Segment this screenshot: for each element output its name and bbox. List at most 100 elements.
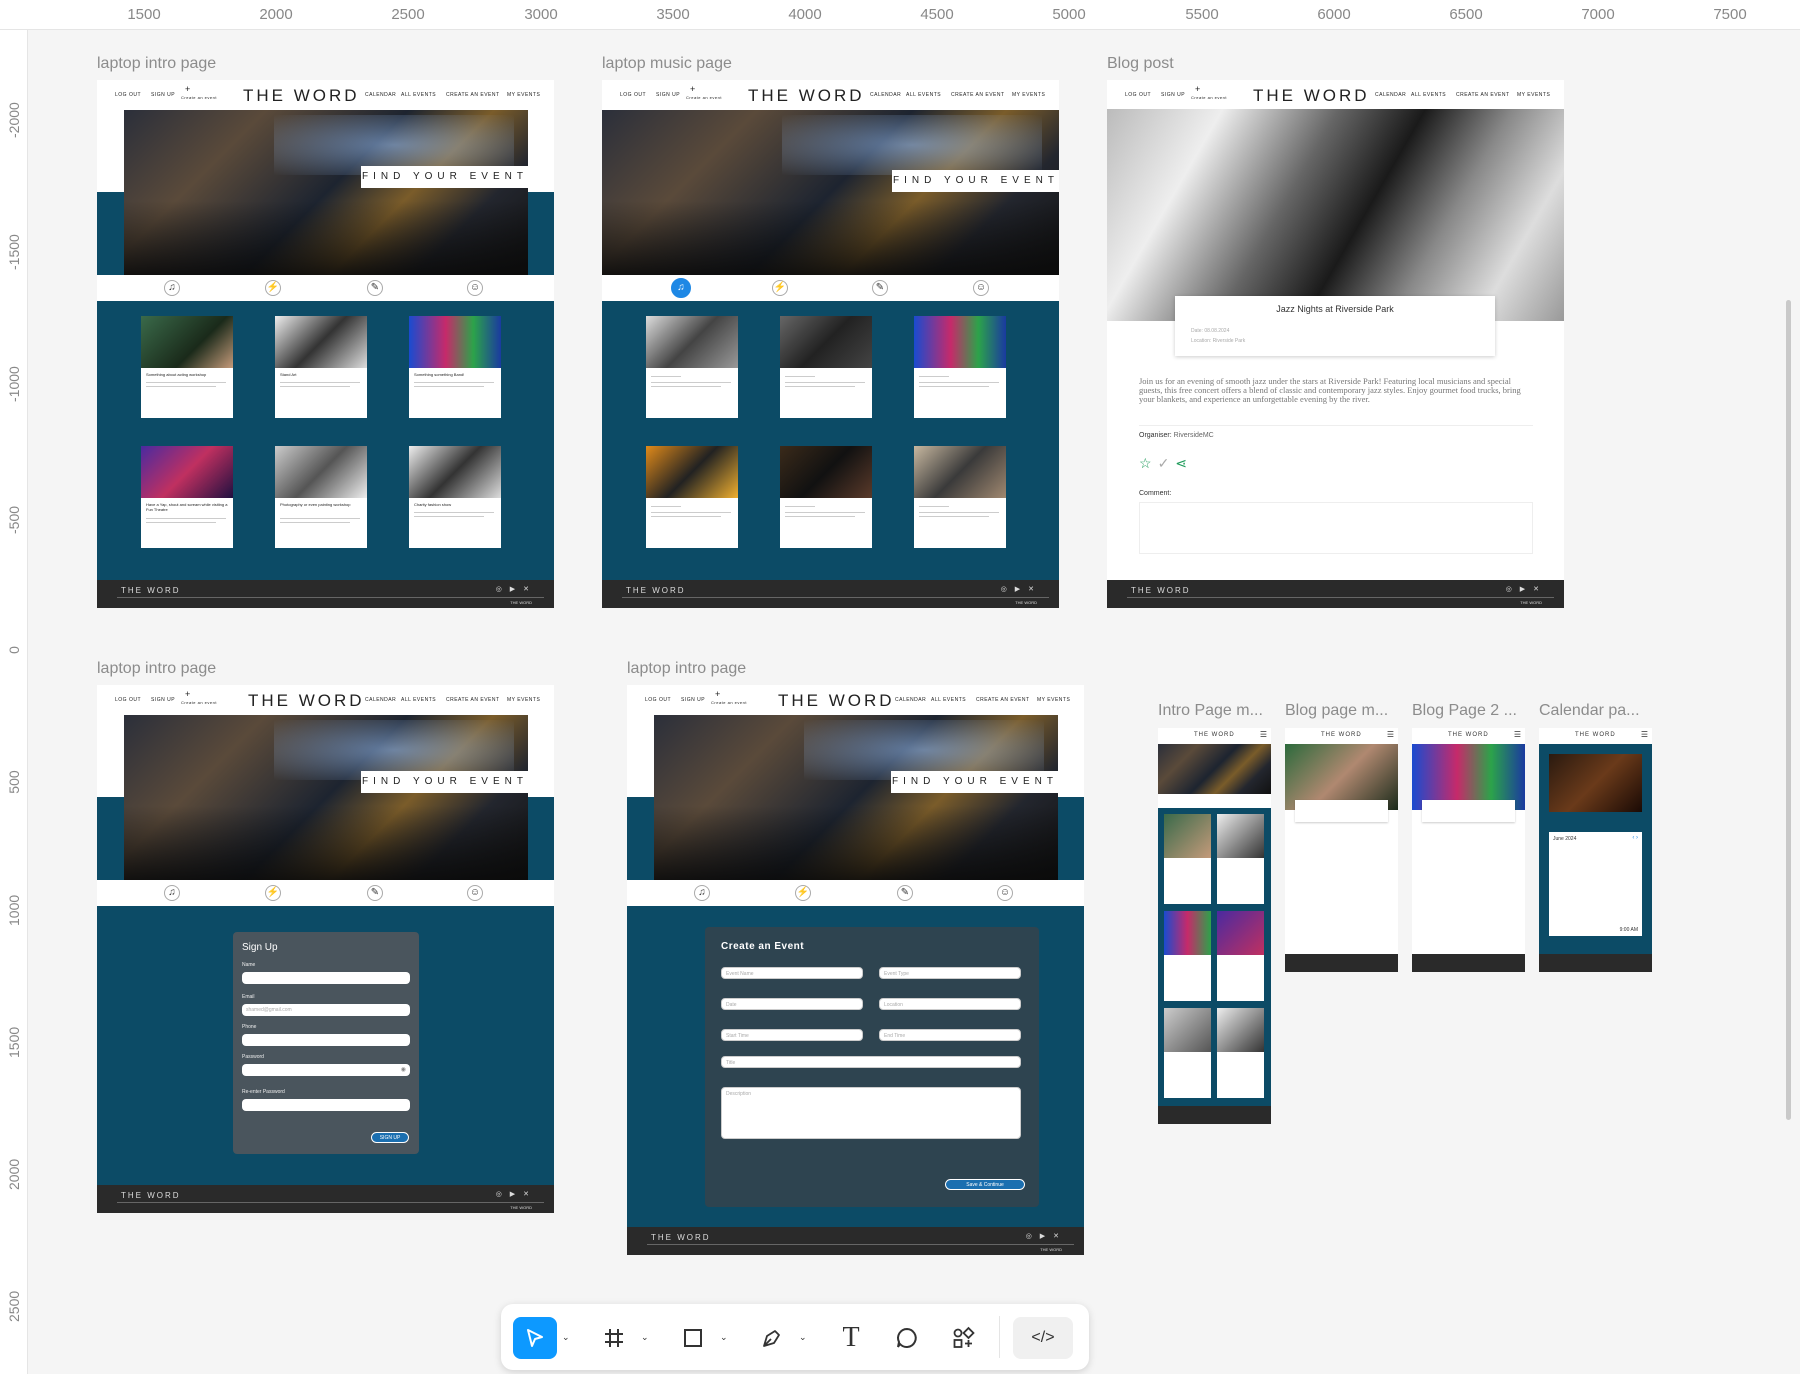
event-card[interactable] (780, 446, 872, 548)
nav-signup[interactable]: SIGN UP (681, 697, 706, 703)
chevron-down-icon[interactable]: ⌄ (562, 1332, 570, 1342)
frame-create-event[interactable]: LOG OUT SIGN UP + Create an event THE WO… (627, 685, 1084, 1255)
nav-all-events[interactable]: ALL EVENTS (401, 697, 437, 703)
calendar-time[interactable]: 9:00 AM (1619, 927, 1638, 933)
nav-calendar[interactable]: CALENDAR (365, 697, 397, 703)
end-time-input[interactable]: End Time (879, 1029, 1021, 1041)
hamburger-icon[interactable]: ☰ (1513, 730, 1521, 739)
frame-label[interactable]: Intro Page m... (1158, 702, 1263, 719)
nav-create-event[interactable]: CREATE AN EVENT (1456, 92, 1510, 98)
event-card[interactable]: Something about acting workshop (141, 316, 233, 418)
theatre-mask-icon[interactable]: ☺ (467, 885, 483, 901)
chevron-down-icon[interactable]: ⌄ (799, 1332, 807, 1342)
event-card[interactable] (1164, 814, 1211, 904)
frame-label[interactable]: Calendar pa... (1539, 702, 1640, 719)
brush-icon[interactable]: ✎ (872, 280, 888, 296)
event-card[interactable] (780, 316, 872, 418)
eye-icon[interactable]: ◉ (400, 1067, 406, 1073)
frame-mobile-blog-2[interactable]: THE WORD ☰ (1412, 728, 1525, 972)
hamburger-icon[interactable]: ☰ (1259, 730, 1267, 739)
event-card[interactable] (646, 316, 738, 418)
nav-calendar[interactable]: CALENDAR (870, 92, 902, 98)
event-card[interactable] (1164, 911, 1211, 1001)
password-input[interactable]: ◉ (242, 1064, 410, 1076)
rectangle-tool-button[interactable] (671, 1317, 715, 1359)
event-card[interactable] (914, 316, 1006, 418)
event-card[interactable] (1217, 814, 1264, 904)
nav-logout[interactable]: LOG OUT (115, 92, 142, 98)
nav-create-small[interactable]: Create an event (686, 95, 722, 100)
music-note-icon[interactable]: ♫ (164, 280, 180, 296)
email-input[interactable]: shamed@gmail.com (242, 1004, 410, 1016)
nav-create-event[interactable]: CREATE AN EVENT (976, 697, 1030, 703)
nav-signup[interactable]: SIGN UP (151, 92, 176, 98)
title-input[interactable]: Title (721, 1056, 1021, 1068)
find-event-button[interactable]: FIND YOUR EVENT (361, 771, 529, 793)
actions-tool-button[interactable] (941, 1317, 985, 1359)
nav-signup[interactable]: SIGN UP (1161, 92, 1186, 98)
nav-create-small[interactable]: Create an event (711, 700, 747, 705)
frame-label[interactable]: Blog page m... (1285, 702, 1389, 719)
theatre-mask-icon[interactable]: ☺ (997, 885, 1013, 901)
hamburger-icon[interactable]: ☰ (1386, 730, 1394, 739)
find-event-button[interactable]: FIND YOUR EVENT (892, 170, 1059, 192)
nav-logout[interactable]: LOG OUT (620, 92, 647, 98)
nav-all-events[interactable]: ALL EVENTS (1411, 92, 1447, 98)
calendar-widget[interactable]: June 2024 ‹ › 9:00 AM (1549, 832, 1642, 936)
frame-mobile-blog[interactable]: THE WORD ☰ (1285, 728, 1398, 972)
nav-calendar[interactable]: CALENDAR (1375, 92, 1407, 98)
nav-my-events[interactable]: MY EVENTS (507, 697, 541, 703)
music-note-icon[interactable]: ♫ (694, 885, 710, 901)
frame-mobile-intro[interactable]: THE WORD ☰ (1158, 728, 1271, 1124)
signup-button[interactable]: SIGN UP (371, 1132, 409, 1143)
star-icon[interactable]: ☆ (1139, 455, 1158, 471)
dev-mode-toggle[interactable]: </> (1013, 1317, 1073, 1359)
theatre-mask-icon[interactable]: ☺ (467, 280, 483, 296)
nav-create-event[interactable]: CREATE AN EVENT (446, 697, 500, 703)
event-card[interactable] (1217, 1008, 1264, 1098)
event-type-input[interactable]: Event Type (879, 967, 1021, 979)
frame-label[interactable]: Blog post (1107, 55, 1174, 72)
plus-icon[interactable]: + (185, 84, 191, 94)
chevron-down-icon[interactable]: ⌄ (641, 1332, 649, 1342)
comment-tool-button[interactable] (885, 1317, 929, 1359)
nav-my-events[interactable]: MY EVENTS (1037, 697, 1071, 703)
nav-signup[interactable]: SIGN UP (151, 697, 176, 703)
frame-laptop-music[interactable]: LOG OUT SIGN UP + Create an event THE WO… (602, 80, 1059, 608)
name-input[interactable] (242, 972, 410, 984)
event-card[interactable]: Charity fashion show (409, 446, 501, 548)
frame-mobile-calendar[interactable]: THE WORD ☰ June 2024 ‹ › 9:00 AM (1539, 728, 1652, 972)
pen-tool-button[interactable] (750, 1317, 794, 1359)
nav-signup[interactable]: SIGN UP (656, 92, 681, 98)
event-card[interactable]: Photography or even painting workshop (275, 446, 367, 548)
plus-icon[interactable]: + (715, 689, 721, 699)
start-time-input[interactable]: Start Time (721, 1029, 863, 1041)
nav-all-events[interactable]: ALL EVENTS (931, 697, 967, 703)
nav-create-event[interactable]: CREATE AN EVENT (951, 92, 1005, 98)
runner-icon[interactable]: ⚡ (265, 885, 281, 901)
frame-label[interactable]: laptop intro page (97, 55, 217, 72)
frame-label[interactable]: laptop intro page (627, 660, 747, 677)
music-note-icon[interactable]: ♫ (164, 885, 180, 901)
music-note-icon[interactable]: ♫ (671, 278, 691, 298)
location-input[interactable]: Location (879, 998, 1021, 1010)
event-card[interactable] (914, 446, 1006, 548)
event-card[interactable]: Stand Art (275, 316, 367, 418)
frame-signup[interactable]: LOG OUT SIGN UP + Create an event THE WO… (97, 685, 554, 1213)
share-icon[interactable]: ⋖ (1175, 455, 1194, 471)
move-tool-button[interactable] (513, 1317, 557, 1359)
brush-icon[interactable]: ✎ (897, 885, 913, 901)
social-icons[interactable]: ◎ ▶ ✕ (1505, 586, 1542, 593)
nav-create-small[interactable]: Create an event (181, 95, 217, 100)
frame-tool-button[interactable] (592, 1317, 636, 1359)
reenter-input[interactable] (242, 1099, 410, 1111)
plus-icon[interactable]: + (1195, 84, 1201, 94)
chevron-down-icon[interactable]: ⌄ (720, 1332, 728, 1342)
social-icons[interactable]: ◎ ▶ ✕ (1000, 586, 1037, 593)
theatre-mask-icon[interactable]: ☺ (973, 280, 989, 296)
comment-input[interactable] (1139, 502, 1533, 554)
nav-logout[interactable]: LOG OUT (645, 697, 672, 703)
date-input[interactable]: Date (721, 998, 863, 1010)
hamburger-icon[interactable]: ☰ (1640, 730, 1648, 739)
event-card[interactable]: Something something Band! (409, 316, 501, 418)
